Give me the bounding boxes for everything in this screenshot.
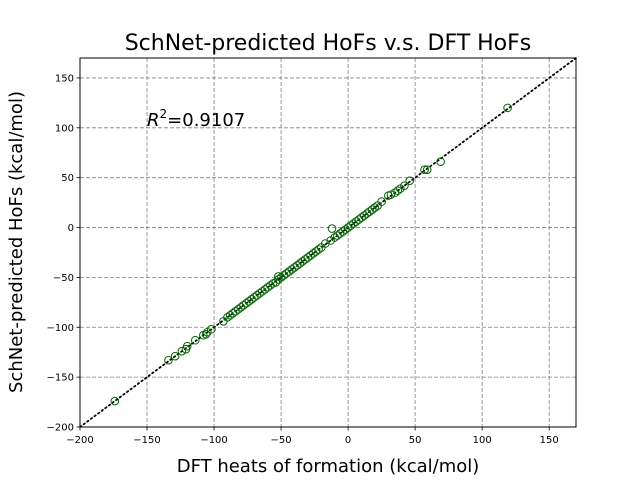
data-point	[405, 176, 415, 185]
data-point	[164, 355, 173, 365]
chart-title: SchNet-predicted HoFs v.s. DFT HoFs	[125, 31, 532, 56]
data-point	[503, 103, 512, 113]
data-point	[420, 165, 429, 174]
x-tick-label: −50	[271, 435, 292, 446]
data-point	[177, 346, 187, 356]
y-axis-ticks: −200 −150 −100 −50 0 50 100 150	[47, 73, 80, 434]
data-point	[422, 165, 432, 174]
x-tick-label: 50	[409, 435, 422, 446]
x-tick-label: 0	[345, 435, 351, 446]
data-point	[170, 351, 180, 361]
y-tick-label: 50	[61, 173, 74, 184]
data-point	[207, 324, 216, 334]
y-axis-label: SchNet-predicted HoFs (kcal/mol)	[6, 91, 27, 393]
data-point	[314, 245, 323, 254]
r-squared-symbol: R	[147, 110, 160, 131]
y-tick-label: −100	[47, 323, 74, 334]
r-squared-superscript: 2	[160, 107, 168, 121]
y-tick-label: −200	[47, 423, 74, 434]
data-point	[190, 335, 200, 345]
data-point	[201, 329, 211, 339]
x-axis-label: DFT heats of formation (kcal/mol)	[177, 456, 480, 477]
data-point	[271, 278, 281, 287]
plot-area	[79, 57, 577, 428]
x-tick-label: −150	[133, 435, 160, 446]
x-tick-label: −200	[66, 435, 93, 446]
y-tick-label: 100	[55, 123, 74, 134]
plot-frame	[79, 57, 577, 428]
x-tick-label: 100	[473, 435, 492, 446]
data-point	[377, 197, 386, 206]
reference-diagonal-line	[79, 57, 577, 428]
data-point	[393, 186, 403, 195]
data-point	[436, 157, 445, 167]
data-point	[327, 224, 337, 233]
y-tick-label: 0	[68, 223, 74, 234]
data-point	[321, 239, 330, 248]
data-point	[370, 203, 380, 212]
r-squared-value: =0.9107	[167, 110, 245, 131]
data-points	[110, 103, 512, 406]
data-point	[386, 190, 396, 199]
data-point	[266, 281, 275, 290]
x-axis-ticks: −200 −150 −100 −50 0 50 100 150	[66, 427, 559, 446]
y-tick-label: −150	[47, 373, 74, 384]
y-tick-label: 150	[55, 73, 74, 84]
x-tick-label: 150	[540, 435, 559, 446]
data-point	[110, 396, 120, 406]
data-point	[182, 341, 192, 351]
data-point	[400, 181, 409, 190]
y-tick-label: −50	[53, 273, 74, 284]
r-squared-annotation: R2=0.9107	[147, 107, 245, 131]
x-tick-label: −100	[200, 435, 227, 446]
